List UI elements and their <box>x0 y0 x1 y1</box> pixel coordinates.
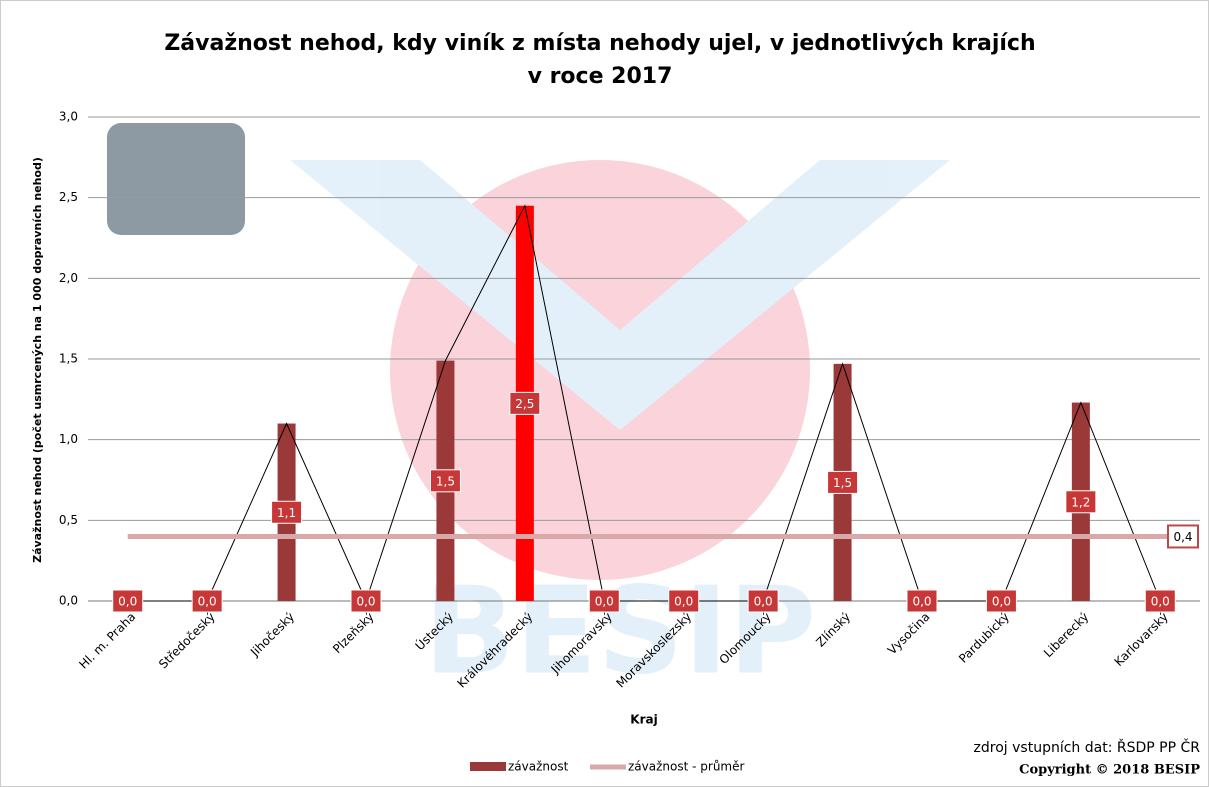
data-label: 0,0 <box>1151 595 1170 609</box>
data-label: 0,0 <box>754 595 773 609</box>
chart-title: v roce 2017 <box>528 64 673 89</box>
data-label-box <box>271 500 303 524</box>
data-label-box <box>112 589 144 613</box>
data-label: 0,4 <box>1173 530 1192 544</box>
chart-title: Závažnost nehod, kdy viník z místa nehod… <box>164 31 1035 56</box>
data-label: 0,0 <box>595 595 614 609</box>
data-label: 1,5 <box>436 474 455 488</box>
data-label-box <box>985 589 1017 613</box>
svg-text:BESIP: BESIP <box>424 563 816 702</box>
data-label-box <box>827 470 859 494</box>
data-label-box <box>588 589 620 613</box>
data-label-box <box>509 391 541 415</box>
data-label: 0,0 <box>912 595 931 609</box>
y-axis-label: Závažnost nehod (počet usmrcených na 1 0… <box>31 157 44 563</box>
legend-label: závažnost <box>508 760 569 774</box>
data-label: 2,5 <box>515 397 534 411</box>
data-label: 0,0 <box>118 595 137 609</box>
data-label-box <box>906 589 938 613</box>
copyright: Copyright © 2018 BESIP <box>1019 763 1200 778</box>
y-tick-label: 2,5 <box>59 190 78 204</box>
y-tick-label: 1,0 <box>59 432 78 446</box>
data-label-box <box>1144 589 1176 613</box>
data-label: 0,0 <box>356 595 375 609</box>
data-label: 0,0 <box>992 595 1011 609</box>
data-label: 1,2 <box>1071 495 1090 509</box>
data-label-box <box>191 589 223 613</box>
legend-swatch <box>470 762 506 771</box>
y-tick-label: 2,0 <box>59 271 78 285</box>
y-tick-label: 0,5 <box>59 513 78 527</box>
data-label-box <box>668 589 700 613</box>
y-tick-label: 0,0 <box>59 594 78 608</box>
photo <box>107 123 245 235</box>
data-label-box <box>1065 490 1097 514</box>
data-label-box <box>1167 524 1199 549</box>
y-tick-label: 1,5 <box>59 352 78 366</box>
source: zdroj vstupních dat: ŘSDP PP ČR <box>974 738 1201 756</box>
y-tick-label: 3,0 <box>59 110 78 124</box>
x-axis-label: Kraj <box>630 713 657 727</box>
data-label: 1,5 <box>833 476 852 490</box>
data-label-box <box>429 469 461 493</box>
data-label: 0,0 <box>198 595 217 609</box>
data-label: 0,0 <box>674 595 693 609</box>
legend-label: závažnost - průměr <box>628 760 744 774</box>
data-label-box <box>747 589 779 613</box>
data-label: 1,1 <box>277 506 296 520</box>
data-label-box <box>350 589 382 613</box>
